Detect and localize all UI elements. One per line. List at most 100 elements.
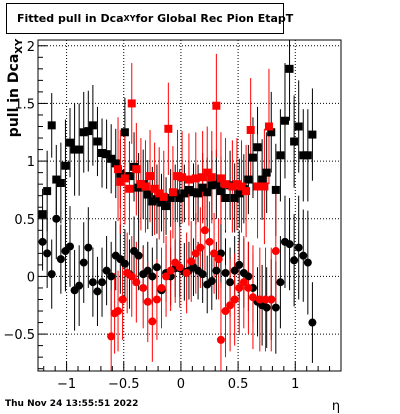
data-point-circle (294, 243, 303, 252)
data-point-circle (299, 251, 308, 260)
data-point-circle (221, 268, 230, 277)
data-point-circle (187, 257, 196, 266)
data-point-square (203, 188, 212, 197)
data-point-circle (267, 295, 276, 304)
data-point-square (125, 172, 134, 181)
data-point-square (38, 210, 47, 219)
chart-title: Fitted pull in Dca XY for Global Rec Pion… (6, 3, 293, 34)
data-point-square (116, 177, 125, 186)
data-point-circle (196, 243, 205, 252)
data-point-square (143, 190, 152, 199)
data-point-square (244, 175, 253, 184)
data-point-square (308, 130, 317, 139)
data-point-square (232, 180, 241, 189)
data-point-square (98, 149, 107, 158)
data-point-circle (152, 295, 161, 304)
data-point-circle (79, 258, 88, 267)
data-point-square (155, 189, 164, 198)
data-point-square (221, 194, 230, 203)
data-point-circle (262, 303, 271, 312)
data-point-square (280, 116, 289, 125)
y-tick-label: 0 (27, 270, 35, 285)
data-point-square (184, 185, 193, 194)
data-point-circle (230, 295, 239, 304)
data-point-square (168, 188, 177, 197)
y-tick-label: 0.5 (14, 213, 35, 228)
data-point-circle (143, 266, 152, 275)
data-point-circle (98, 278, 107, 287)
data-point-square (43, 187, 52, 196)
data-point-square (116, 169, 125, 178)
data-point-square (173, 172, 182, 181)
y-tick-label: −0.5 (3, 328, 35, 343)
data-point-square (258, 175, 267, 184)
data-point-circle (248, 293, 257, 302)
x-tick-label: 1 (291, 377, 299, 392)
data-point-square (253, 182, 262, 191)
data-point-square (120, 128, 129, 137)
y-axis-label: pull in DcaXY (6, 38, 25, 137)
data-point-circle (212, 266, 221, 275)
data-point-circle (285, 240, 294, 249)
grid-layer (38, 40, 341, 371)
data-point-circle (52, 214, 61, 223)
data-point-square (47, 121, 56, 130)
data-point-circle (84, 243, 93, 252)
data-point-circle (205, 237, 214, 246)
data-point-square (178, 173, 187, 182)
data-point-circle (93, 287, 102, 296)
data-point-square (207, 181, 216, 190)
data-point-square (285, 64, 294, 73)
data-point-circle (303, 258, 312, 267)
data-point-circle (261, 295, 270, 304)
chart-title-subscript: XY (123, 14, 136, 23)
data-point-square (235, 189, 244, 198)
data-point-circle (198, 270, 207, 279)
data-point-circle (166, 266, 175, 275)
data-point-square (66, 138, 75, 147)
data-point-square (88, 121, 97, 130)
data-point-circle (226, 301, 235, 310)
timestamp: Thu Nov 24 13:55:51 2022 (5, 399, 139, 409)
data-point-circle (107, 272, 116, 281)
data-point-circle (75, 281, 84, 290)
y-axis-label-main: pull in Dca (6, 54, 22, 137)
data-point-square (212, 180, 221, 189)
data-point-circle (255, 295, 264, 304)
data-point-circle (214, 255, 223, 264)
data-point-circle (56, 255, 65, 264)
data-point-square (70, 145, 79, 154)
data-point-square (242, 187, 251, 196)
data-point-square (248, 153, 257, 162)
y-tick-label: 2 (27, 40, 35, 55)
data-point-circle (43, 249, 52, 258)
data-point-square (120, 174, 129, 183)
data-point-square (107, 154, 116, 163)
data-point-circle (127, 272, 136, 281)
chart-title-prefix: Fitted pull in Dca (17, 12, 124, 25)
data-point-square (207, 173, 216, 182)
data-point-circle (132, 278, 141, 287)
y-axis-label-subscript: XY (14, 38, 25, 54)
data-point-square (52, 175, 61, 184)
data-point-square (260, 182, 269, 191)
data-point-circle (47, 270, 56, 279)
data-point-square (146, 172, 155, 181)
data-point-circle (120, 259, 129, 268)
data-point-circle (216, 335, 225, 344)
data-point-circle (152, 263, 161, 272)
data-point-circle (207, 277, 216, 286)
data-point-circle (271, 247, 280, 256)
data-point-square (136, 180, 145, 189)
x-tick-label: 0.5 (228, 377, 249, 392)
marker-layer (38, 64, 317, 344)
data-point-square (148, 197, 157, 206)
data-point-circle (308, 318, 317, 327)
data-point-square (230, 194, 239, 203)
data-point-circle (102, 266, 111, 275)
data-point-circle (191, 249, 200, 258)
data-point-circle (239, 278, 248, 287)
data-point-square (132, 165, 141, 174)
data-point-square (152, 195, 161, 204)
